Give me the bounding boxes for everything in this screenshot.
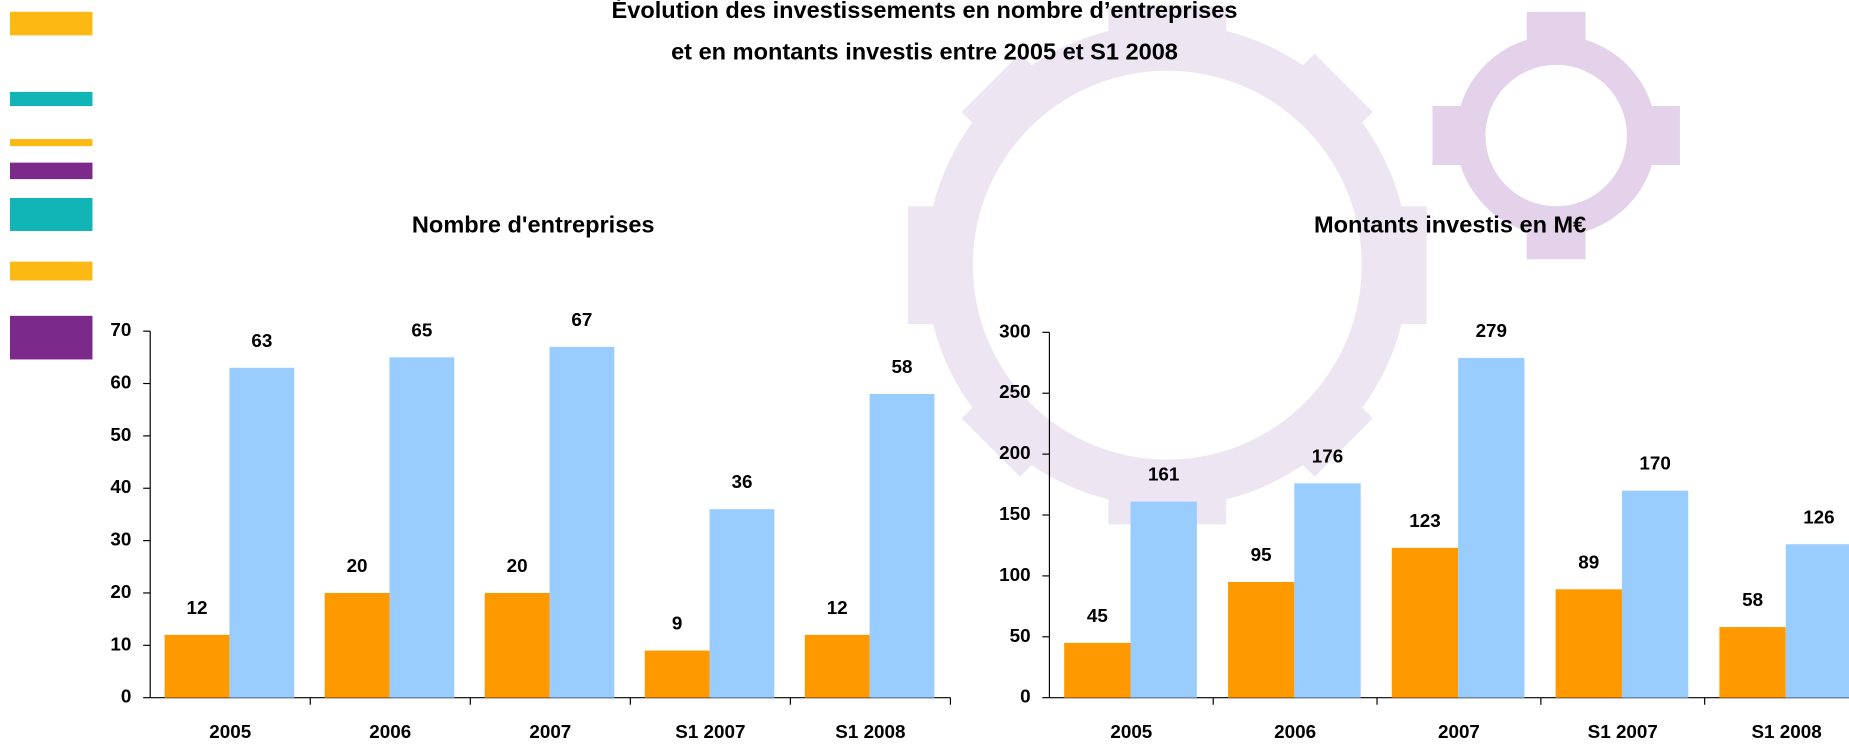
y-tick-label: 60 xyxy=(110,372,131,393)
bar xyxy=(1064,642,1131,698)
y-tick-label: 100 xyxy=(999,564,1030,585)
bar xyxy=(229,367,295,698)
y-tick-label: 300 xyxy=(999,320,1030,341)
y-tick-label: 0 xyxy=(1020,686,1030,707)
data-label: 170 xyxy=(1639,453,1670,474)
bar xyxy=(1391,547,1459,698)
data-label: 63 xyxy=(251,330,272,351)
x-tick-label: 2007 xyxy=(1438,721,1480,742)
data-label: 95 xyxy=(1251,544,1272,565)
bar xyxy=(644,650,710,698)
chart-title: Nombre d'entreprises xyxy=(412,211,655,237)
data-label: 58 xyxy=(1742,589,1763,610)
data-label: 65 xyxy=(411,319,432,340)
slide-title: Évolution des investissements en nombre … xyxy=(612,0,1238,23)
data-label: 36 xyxy=(731,471,752,492)
y-tick-label: 250 xyxy=(999,381,1030,402)
bar xyxy=(1458,357,1525,698)
y-tick-label: 70 xyxy=(110,319,131,340)
x-tick-label: 2006 xyxy=(369,721,411,742)
data-label: 20 xyxy=(347,555,368,576)
y-tick-label: 50 xyxy=(110,424,131,445)
data-label: 67 xyxy=(571,309,592,330)
x-tick-label: 2007 xyxy=(529,721,571,742)
x-tick-label: 2005 xyxy=(1110,721,1152,742)
y-tick-label: 20 xyxy=(110,581,131,602)
data-label: 12 xyxy=(187,597,208,618)
bar xyxy=(869,393,935,698)
bar xyxy=(1130,501,1197,698)
bar xyxy=(1227,581,1295,698)
y-tick-label: 0 xyxy=(121,686,131,707)
y-tick-label: 50 xyxy=(1010,625,1031,646)
x-tick-label: S1 2007 xyxy=(1588,721,1658,742)
data-label: 9 xyxy=(672,613,682,634)
x-tick-label: S1 2007 xyxy=(675,721,745,742)
bar xyxy=(1719,627,1786,698)
data-label: 45 xyxy=(1087,605,1108,626)
x-tick-label: 2005 xyxy=(209,721,251,742)
bar xyxy=(1294,483,1361,698)
y-tick-label: 40 xyxy=(110,476,131,497)
bar xyxy=(1785,544,1849,698)
bar xyxy=(164,634,230,698)
data-label: 12 xyxy=(827,597,848,618)
data-label: 89 xyxy=(1578,551,1599,572)
bar xyxy=(1555,589,1622,698)
data-label: 58 xyxy=(892,356,913,377)
data-label: 123 xyxy=(1409,510,1440,531)
chart-title: Montants investis en M€ xyxy=(1314,211,1586,237)
y-tick-label: 150 xyxy=(999,503,1030,524)
data-label: 279 xyxy=(1476,320,1507,341)
data-label: 176 xyxy=(1312,445,1343,466)
data-label: 161 xyxy=(1148,464,1179,485)
bar xyxy=(549,346,615,698)
bar xyxy=(324,592,390,698)
x-tick-label: S1 2008 xyxy=(835,721,905,742)
y-tick-label: 10 xyxy=(110,633,131,654)
data-label: 126 xyxy=(1803,506,1834,527)
slide-title: et en montants investis entre 2005 et S1… xyxy=(671,38,1178,64)
bar xyxy=(804,634,870,698)
bar xyxy=(709,509,775,698)
y-tick-label: 200 xyxy=(999,442,1030,463)
bar xyxy=(389,357,455,698)
data-label: 20 xyxy=(507,555,528,576)
x-tick-label: S1 2008 xyxy=(1751,721,1821,742)
x-tick-label: 2006 xyxy=(1274,721,1316,742)
decoration xyxy=(9,5,1680,525)
bar xyxy=(484,592,550,698)
y-tick-label: 30 xyxy=(110,529,131,550)
bar xyxy=(1621,490,1689,698)
